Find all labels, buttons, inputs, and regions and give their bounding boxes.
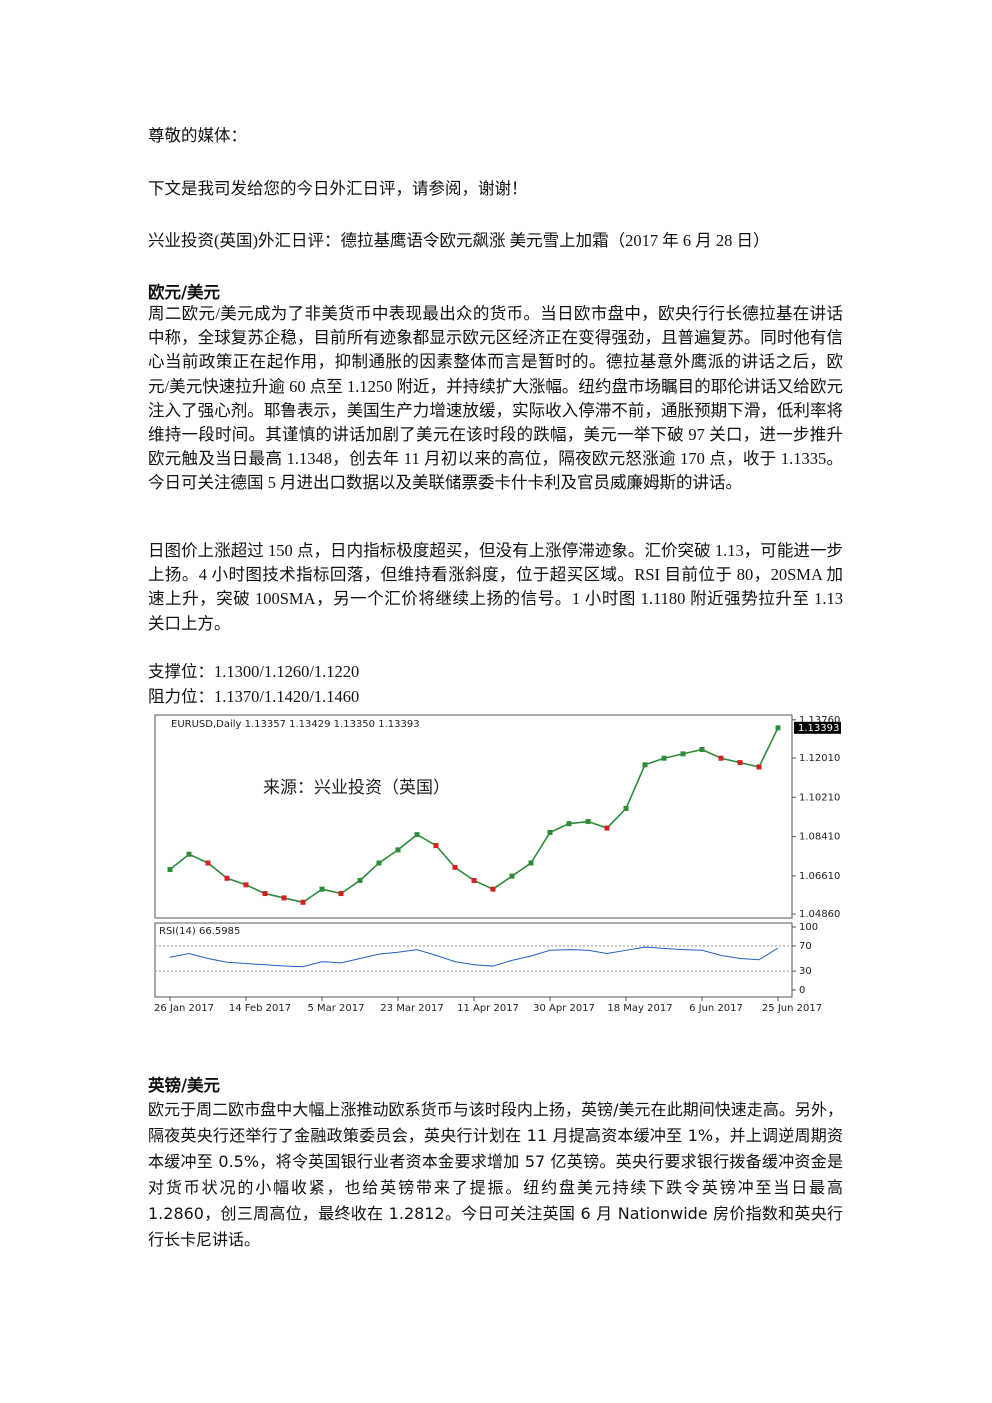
x-tick-label: 23 Mar 2017 <box>380 1003 443 1014</box>
x-tick-label: 11 Apr 2017 <box>457 1003 519 1014</box>
price-point <box>528 860 534 866</box>
price-point <box>490 886 496 892</box>
price-point <box>680 751 686 757</box>
price-point <box>623 805 629 811</box>
chart-background <box>153 712 843 1016</box>
rsi-title: RSI(14) 66.5985 <box>159 926 240 937</box>
paragraph: 日图价上涨超过 150 点，日内指标极度超买，但没有上涨停滞迹象。汇价突破 1.… <box>148 541 843 633</box>
y-tick-label: 1.10210 <box>799 792 840 803</box>
price-point <box>338 891 344 897</box>
price-point <box>281 895 287 901</box>
intro: 下文是我司发给您的今日外汇日评，请参阅，谢谢！ <box>148 179 528 198</box>
price-point <box>186 851 192 857</box>
price-point <box>775 725 781 731</box>
chart: EURUSD,Daily 1.13357 1.13429 1.13350 1.1… <box>153 712 843 1016</box>
y-tick-label: 1.08410 <box>799 832 840 843</box>
price-point <box>509 873 515 879</box>
price-point <box>699 746 705 752</box>
greeting: 尊敬的媒体： <box>148 126 247 145</box>
x-tick-label: 26 Jan 2017 <box>154 1003 214 1014</box>
x-tick-label: 30 Apr 2017 <box>533 1003 595 1014</box>
price-tag-label: 1.13393 <box>798 723 839 734</box>
price-point <box>566 821 572 827</box>
price-point <box>433 843 439 849</box>
y-tick-label: 1.04860 <box>799 909 840 920</box>
price-point <box>300 899 306 905</box>
section-heading: 英镑/美元 <box>148 1076 221 1095</box>
headline: 兴业投资(英国)外汇日评：德拉基鹰语令欧元飙涨 美元雪上加霜（2017 年 6 … <box>148 231 770 250</box>
resistance-levels: 阻力位：1.1370/1.1420/1.1460 <box>148 687 360 706</box>
x-tick-label: 6 Jun 2017 <box>689 1003 743 1014</box>
price-point <box>395 847 401 853</box>
paragraph: 周二欧元/美元成为了非美货币中表现最出众的货币。当日欧市盘中，欧央行行长德拉基在… <box>148 304 843 493</box>
price-point <box>243 882 249 888</box>
support-levels: 支撑位：1.1300/1.1260/1.1220 <box>148 662 360 681</box>
price-point <box>737 760 743 766</box>
price-point <box>585 819 591 825</box>
annotation: 来源：兴业投资（英国） <box>263 778 450 798</box>
price-tag <box>794 721 841 734</box>
chart-title: EURUSD,Daily 1.13357 1.13429 1.13350 1.1… <box>171 719 420 730</box>
price-point <box>167 867 173 873</box>
price-point <box>604 825 610 831</box>
paragraph: 欧元于周二欧市盘中大幅上涨推动欧系货币与该时段内上扬，英镑/美元在此期间快速走高… <box>148 1100 843 1249</box>
rsi-tick-label: 100 <box>799 922 818 933</box>
x-tick-label: 25 Jun 2017 <box>762 1003 822 1014</box>
price-point <box>224 875 230 881</box>
rsi-tick-label: 30 <box>799 966 812 977</box>
price-point <box>376 860 382 866</box>
price-point <box>756 764 762 770</box>
rsi-tick-label: 0 <box>799 985 805 996</box>
rsi-tick-label: 70 <box>799 941 812 952</box>
x-tick-label: 5 Mar 2017 <box>307 1003 364 1014</box>
price-point <box>642 762 648 768</box>
price-point <box>414 832 420 838</box>
y-tick-label: 1.06610 <box>799 871 840 882</box>
y-tick-label: 1.13760 <box>799 715 840 726</box>
price-point <box>452 864 458 870</box>
price-point <box>547 829 553 835</box>
price-panel <box>154 714 793 919</box>
price-point <box>205 860 211 866</box>
x-tick-label: 18 May 2017 <box>607 1003 672 1014</box>
price-point <box>661 755 667 761</box>
price-point <box>262 891 268 897</box>
x-tick-label: 14 Feb 2017 <box>229 1003 291 1014</box>
rsi-line <box>169 946 779 968</box>
price-point <box>718 755 724 761</box>
section-heading: 欧元/美元 <box>148 283 221 302</box>
y-tick-label: 1.12010 <box>799 753 840 764</box>
price-point <box>471 877 477 883</box>
price-point <box>357 877 363 883</box>
price-point <box>319 886 325 892</box>
